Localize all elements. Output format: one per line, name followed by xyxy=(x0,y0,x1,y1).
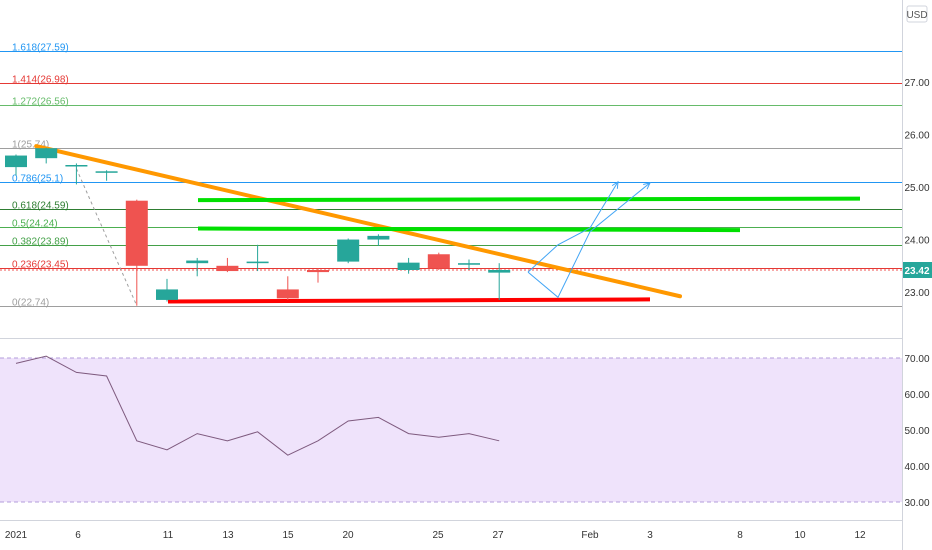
price-axis[interactable]: USD 27.00 26.00 25.00 24.00 23.00 xyxy=(904,5,930,299)
price-tick-label: 24.00 xyxy=(904,236,929,247)
fib-level-label: 0.236(23.45) xyxy=(12,260,69,271)
candle-body[interactable] xyxy=(95,171,118,173)
candle-body[interactable] xyxy=(186,260,209,264)
time-tick-label: 11 xyxy=(163,530,174,541)
rsi-tick-label: 50.00 xyxy=(904,426,929,437)
fib-level-label: 0.786(25.1) xyxy=(12,174,63,185)
projection-arrow[interactable] xyxy=(527,181,619,273)
candle-body[interactable] xyxy=(156,289,178,300)
arrow-head xyxy=(643,182,651,190)
time-tick-label: 20 xyxy=(342,530,354,541)
rsi-axis[interactable]: 70.00 60.00 50.00 40.00 30.00 xyxy=(904,354,929,509)
candle-body[interactable] xyxy=(337,239,360,262)
candle-body[interactable] xyxy=(458,263,480,265)
fib-level-label: 1.618(27.59) xyxy=(12,43,69,54)
candle-body[interactable] xyxy=(125,200,148,266)
time-tick-label: 3 xyxy=(647,530,653,541)
time-tick-label: 13 xyxy=(222,530,234,541)
support-line[interactable] xyxy=(167,297,651,304)
projection-arrow[interactable] xyxy=(527,182,651,299)
rsi-pane[interactable] xyxy=(0,355,902,503)
time-tick-label: 10 xyxy=(794,530,806,541)
last-price-tag-bg xyxy=(903,262,932,278)
time-tick-label: 6 xyxy=(75,530,81,541)
time-axis[interactable]: 2021 6 11 13 15 20 25 27 Feb 3 8 10 12 xyxy=(5,530,866,541)
candle-body[interactable] xyxy=(397,262,420,270)
candle-body[interactable] xyxy=(65,165,88,167)
fib-level-label: 0.5(24.24) xyxy=(12,219,58,230)
price-tick-label: 27.00 xyxy=(904,78,929,89)
fib-level-label: 0.382(23.89) xyxy=(12,237,69,248)
time-tick-label: 27 xyxy=(492,530,504,541)
candle-body[interactable] xyxy=(307,270,329,273)
price-tick-label: 23.00 xyxy=(904,288,929,299)
resistance-line[interactable] xyxy=(197,196,861,203)
fib-level-label: 0.618(24.59) xyxy=(12,201,69,212)
time-tick-label: 15 xyxy=(282,530,294,541)
currency-label: USD xyxy=(906,10,927,21)
time-tick-label: 2021 xyxy=(5,530,28,541)
rsi-tick-label: 30.00 xyxy=(904,498,929,509)
price-pane[interactable]: 1.618(27.59) 1.414(26.98) 1.272(26.56) 1(25… xyxy=(0,43,902,309)
fib-level-label: 1(25.74) xyxy=(12,140,49,151)
rsi-band xyxy=(0,358,902,502)
trendline[interactable] xyxy=(34,144,682,299)
rsi-tick-label: 70.00 xyxy=(904,354,929,365)
candle-body[interactable] xyxy=(276,289,299,299)
resistance-line[interactable] xyxy=(197,226,741,233)
rsi-line xyxy=(15,355,500,456)
candle-body[interactable] xyxy=(246,261,269,264)
fib-level-label: 0(22.74) xyxy=(12,298,49,309)
candle-body[interactable] xyxy=(35,148,58,159)
fib-level-label: 1.272(26.56) xyxy=(12,97,69,108)
candle-body[interactable] xyxy=(488,270,511,273)
price-tick-label: 26.00 xyxy=(904,131,929,142)
fib-trend-line xyxy=(75,168,138,306)
candle-body[interactable] xyxy=(216,265,239,272)
fib-level-label: 1.414(26.98) xyxy=(12,75,69,86)
candle-body[interactable] xyxy=(367,235,390,240)
currency-badge[interactable] xyxy=(906,5,928,23)
arrow-head xyxy=(611,180,619,189)
rsi-tick-label: 40.00 xyxy=(904,462,929,473)
last-price-value: 23.42 xyxy=(904,266,929,277)
last-price-tag: 23.42 xyxy=(903,262,932,278)
price-tick-label: 25.00 xyxy=(904,183,929,194)
time-tick-label: Feb xyxy=(581,530,599,541)
candle-body[interactable] xyxy=(5,155,27,168)
candle-body[interactable] xyxy=(427,254,450,269)
rsi-tick-label: 60.00 xyxy=(904,390,929,401)
time-tick-label: 25 xyxy=(432,530,444,541)
time-tick-label: 8 xyxy=(737,530,743,541)
time-tick-label: 12 xyxy=(854,530,866,541)
